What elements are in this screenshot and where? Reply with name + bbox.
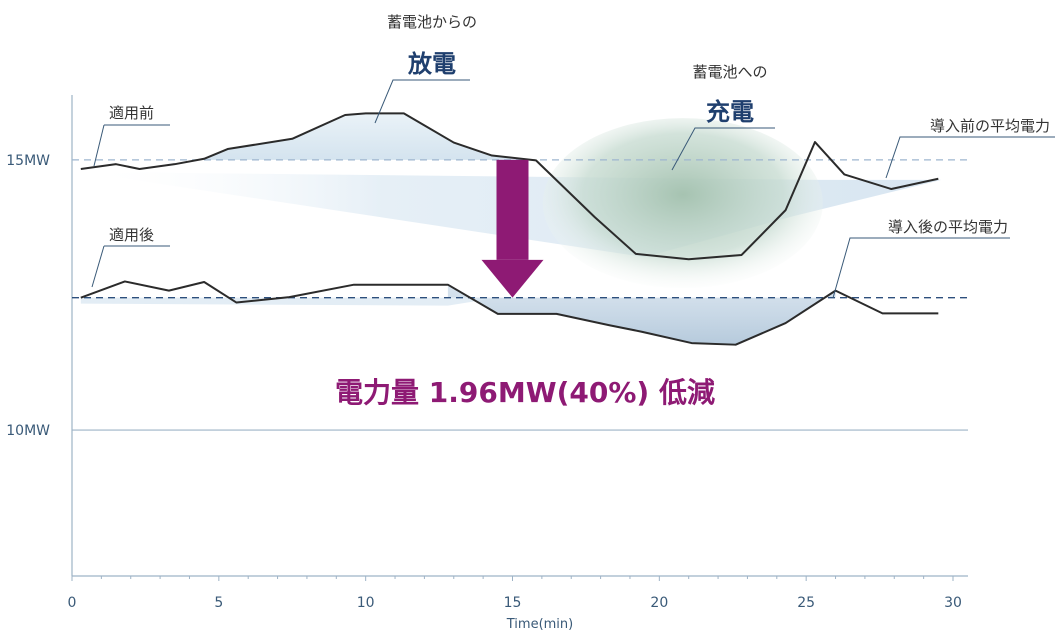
series-lines <box>80 112 939 346</box>
y-tick-label: 15MW <box>6 153 50 169</box>
x-tick-label: 0 <box>68 595 77 611</box>
after-band <box>80 297 498 306</box>
charge-fill <box>542 118 823 289</box>
leader-avg-before <box>885 136 1055 179</box>
label-charge-title: 充電 <box>706 98 754 126</box>
label-discharge-caption: 蓄電池からの <box>387 13 477 31</box>
x-axis-title: Time(min) <box>506 617 573 632</box>
leader-before-diag <box>93 124 105 167</box>
x-tick-label: 20 <box>650 595 668 611</box>
x-tick-label: 15 <box>504 595 522 611</box>
label-after: 適用後 <box>109 226 154 244</box>
discharge-fill <box>201 113 536 161</box>
label-avg-before: 導入前の平均電力 <box>930 117 1050 135</box>
label-before: 適用前 <box>109 104 154 122</box>
series-line-after <box>80 280 939 346</box>
arrow-shaft <box>496 159 529 260</box>
x-tick-label: 10 <box>357 595 375 611</box>
reduction-arrow <box>481 159 544 298</box>
leader-charge <box>671 127 775 171</box>
x-tick-label: 5 <box>214 595 223 611</box>
leader-discharge <box>374 79 470 124</box>
leader-after-diag <box>91 245 105 288</box>
label-avg-after: 導入後の平均電力 <box>888 218 1008 236</box>
label-charge-caption: 蓄電池への <box>692 63 767 81</box>
callout-leaders <box>91 79 1055 299</box>
x-tick-label: 25 <box>797 595 815 611</box>
arrow-head <box>481 259 544 298</box>
label-discharge-title: 放電 <box>407 50 456 78</box>
reduction-text: 電力量 1.96MW(40%) 低減 <box>335 376 715 409</box>
axes <box>71 95 968 577</box>
x-tick-label: 30 <box>944 595 962 611</box>
leader-avg-after <box>832 237 1010 299</box>
y-tick-label: 10MW <box>6 423 50 439</box>
tick-layer: 0 5 10 15 20 25 30 15MW 10MW <box>6 153 962 611</box>
series-line-before <box>80 112 939 261</box>
after-fill <box>447 284 836 345</box>
